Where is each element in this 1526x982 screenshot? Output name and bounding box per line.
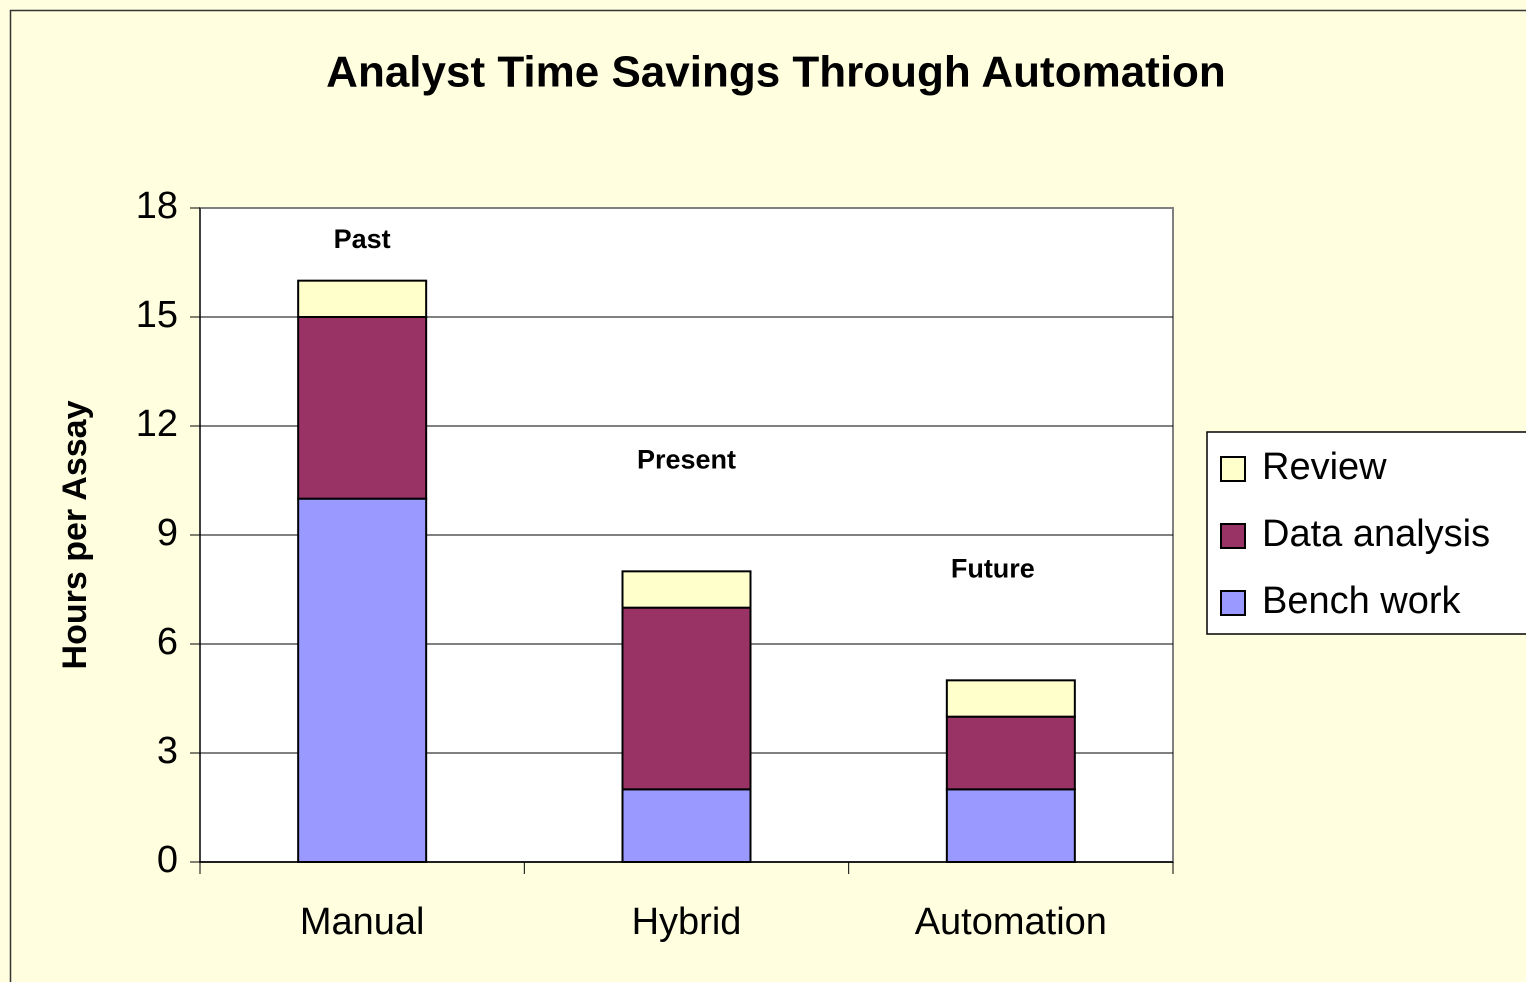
bar-segment	[945, 715, 1076, 791]
x-tick-label: Manual	[300, 901, 425, 943]
legend-swatch	[1220, 590, 1246, 616]
annotation: Present	[637, 444, 736, 474]
y-axis-label: Hours per Assay	[56, 400, 94, 669]
frame	[9, 9, 1526, 982]
x-tick-label: Automation	[915, 901, 1107, 943]
bar-segment	[945, 788, 1076, 863]
y-tick-label: 3	[157, 730, 178, 772]
x-tick-label: Hybrid	[632, 901, 742, 943]
annotation: Future	[951, 553, 1035, 583]
bar-segment	[621, 606, 752, 791]
y-tick-label: 15	[136, 294, 178, 336]
y-tick-label: 6	[157, 621, 178, 663]
y-tick-label: 12	[136, 403, 178, 445]
bar-segment	[297, 316, 428, 500]
y-tick-label: 18	[136, 185, 178, 227]
y-tick-label: 9	[157, 512, 178, 554]
bar-segment	[621, 788, 752, 863]
legend-swatch	[1220, 456, 1246, 482]
legend-label: Review	[1262, 446, 1387, 488]
legend-label: Data analysis	[1262, 513, 1490, 555]
bar-segment	[297, 497, 428, 863]
legend-box	[1206, 431, 1526, 635]
y-tick-label: 0	[157, 839, 178, 881]
legend-swatch	[1220, 523, 1246, 549]
chart-title: Analyst Time Savings Through Automation	[326, 48, 1226, 97]
bar-segment	[945, 679, 1076, 718]
bar-segment	[297, 279, 428, 318]
bar-segment	[621, 570, 752, 609]
annotation: Past	[334, 224, 391, 254]
legend-label: Bench work	[1262, 580, 1462, 622]
